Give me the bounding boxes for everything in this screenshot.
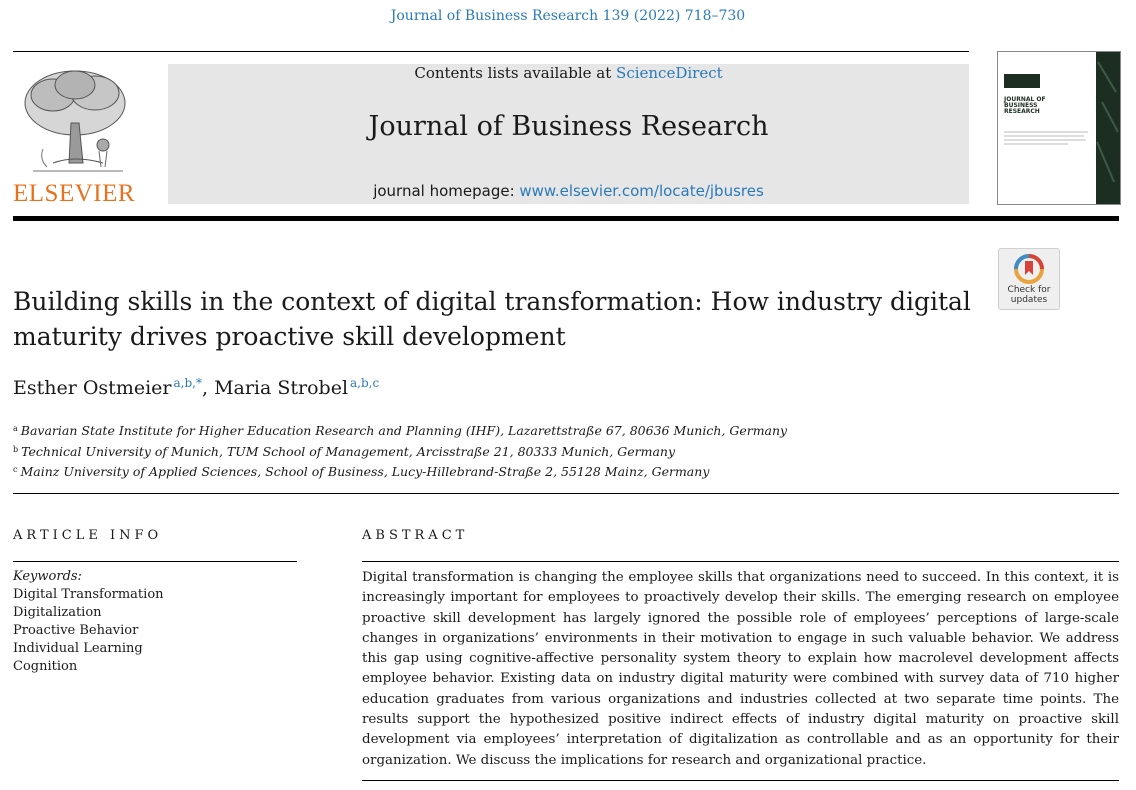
author-separator: , (201, 377, 215, 399)
header-thick-rule (13, 216, 1119, 221)
header-rule (13, 51, 969, 52)
elsevier-wordmark: ELSEVIER (13, 180, 136, 207)
cover-title-line: BUSINESS (1004, 102, 1038, 109)
journal-citation[interactable]: Journal of Business Research 139 (2022) … (390, 8, 746, 24)
article-title: Building skills in the context of digita… (13, 287, 971, 351)
author-affiliation-marks[interactable]: a,b,c (350, 376, 380, 390)
keyword-item: Proactive Behavior (13, 623, 139, 638)
affiliation-text: Technical University of Munich, TUM Scho… (21, 443, 676, 459)
affiliations: a Bavarian State Institute for Higher Edu… (13, 420, 787, 482)
author-name[interactable]: Maria Strobel (214, 377, 349, 399)
journal-cover-thumbnail[interactable]: JOURNAL OF BUSINESS RESEARCH (997, 51, 1121, 205)
journal-title: Journal of Business Research (368, 111, 769, 142)
keywords-label: Keywords: (13, 569, 82, 584)
author-affiliation-marks[interactable]: a,b,* (173, 376, 202, 390)
sciencedirect-link[interactable]: ScienceDirect (616, 64, 723, 82)
affiliation-key: b (13, 444, 19, 454)
contents-prefix: Contents lists available at (414, 64, 617, 82)
abstract-heading: ABSTRACT (362, 528, 469, 543)
keyword-item: Digitalization (13, 605, 102, 620)
article-info-rule (13, 561, 297, 562)
affiliation-item: b Technical University of Munich, TUM Sch… (13, 441, 787, 462)
affiliation-item: a Bavarian State Institute for Higher Edu… (13, 420, 787, 441)
affiliation-text: Bavarian State Institute for Higher Educ… (20, 423, 788, 438)
journal-homepage-link[interactable]: www.elsevier.com/locate/jbusres (519, 182, 764, 200)
crossmark-icon (1014, 254, 1044, 284)
section-divider (13, 493, 1119, 494)
keywords-block: Keywords: Digital Transformation Digital… (13, 568, 164, 676)
elsevier-tree-logo[interactable] (13, 63, 153, 208)
check-updates-line1: Check for (1007, 285, 1051, 295)
keyword-item: Individual Learning (13, 641, 143, 656)
contents-line: Contents lists available at ScienceDirec… (168, 64, 969, 82)
keyword-item: Cognition (13, 659, 78, 674)
check-updates-label: Check for updates (999, 285, 1059, 305)
cover-title: JOURNAL OF BUSINESS RESEARCH (1004, 97, 1046, 115)
author-name[interactable]: Esther Ostmeier (13, 377, 172, 399)
affiliation-text: Mainz University of Applied Sciences, Sc… (20, 464, 710, 479)
check-updates-line2: updates (1010, 295, 1048, 305)
affiliation-key: c (13, 465, 18, 474)
journal-masthead: Contents lists available at ScienceDirec… (168, 64, 969, 204)
article-info-heading: ARTICLE INFO (13, 528, 163, 543)
abstract-text: Digital transformation is changing the e… (362, 570, 1119, 768)
abstract-rule (362, 561, 1119, 562)
homepage-line: journal homepage: www.elsevier.com/locat… (168, 182, 969, 200)
cover-title-line: JOURNAL OF (1004, 96, 1046, 103)
affiliation-item: c Mainz University of Applied Sciences, S… (13, 461, 787, 482)
abstract-bottom-rule (362, 780, 1119, 781)
affiliation-key: a (13, 424, 18, 433)
author-list: Esther Ostmeier a,b,*, Maria Strobel a,b,c (13, 376, 379, 399)
keyword-item: Digital Transformation (13, 587, 164, 602)
homepage-prefix: journal homepage: (373, 182, 520, 200)
check-for-updates-button[interactable]: Check for updates (998, 248, 1060, 310)
cover-title-line: RESEARCH (1004, 108, 1040, 115)
